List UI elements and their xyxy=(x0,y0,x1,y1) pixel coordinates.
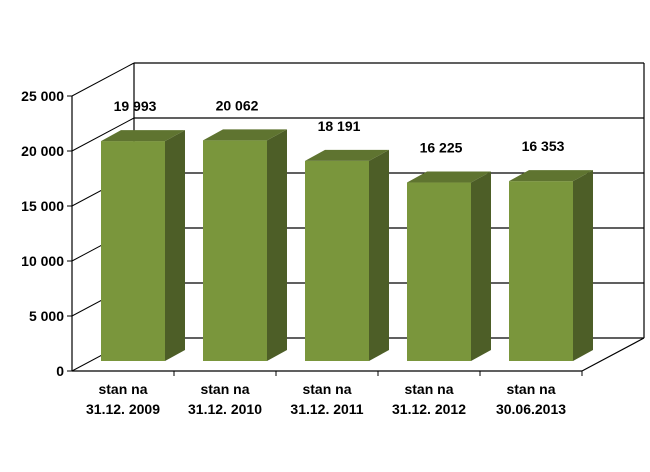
bar-top xyxy=(101,130,185,142)
bar xyxy=(407,182,471,361)
bar-top xyxy=(509,170,593,182)
gridline-side xyxy=(71,62,135,97)
bar xyxy=(101,141,165,361)
bar xyxy=(305,160,369,361)
x-category-label: 31.12. 2009 xyxy=(86,401,160,417)
data-label: 18 191 xyxy=(318,118,361,134)
x-category-label: 31.12. 2010 xyxy=(188,401,262,417)
y-tick-label: 0 xyxy=(56,363,64,379)
y-axis-ticks: 0 5 000 10 000 15 000 20 000 25 000 xyxy=(21,88,72,379)
bar-side xyxy=(165,130,185,361)
y-tick-label: 5 000 xyxy=(29,308,64,324)
bar-side xyxy=(573,170,593,361)
x-category-label: stan na xyxy=(98,381,147,397)
bar xyxy=(203,140,267,361)
x-category-label: stan na xyxy=(302,381,351,397)
bar-side xyxy=(369,149,389,361)
bar-top xyxy=(203,129,287,141)
data-label: 19 993 xyxy=(114,98,157,114)
bars xyxy=(101,129,593,361)
floor-right xyxy=(581,337,645,372)
x-category-label: stan na xyxy=(506,381,555,397)
x-category-label: stan na xyxy=(404,381,453,397)
x-category-label: 30.06.2013 xyxy=(496,401,566,417)
y-tick-label: 25 000 xyxy=(21,88,64,104)
x-category-label: stan na xyxy=(200,381,249,397)
data-label: 16 225 xyxy=(420,140,463,156)
y-tick-label: 10 000 xyxy=(21,253,64,269)
bar-top xyxy=(407,171,491,183)
y-tick-label: 15 000 xyxy=(21,198,64,214)
data-label: 16 353 xyxy=(522,138,565,154)
y-tick-label: 20 000 xyxy=(21,143,64,159)
x-category-label: 31.12. 2011 xyxy=(290,401,363,417)
bar xyxy=(509,181,573,361)
x-axis-categories: stan na 31.12. 2009 stan na 31.12. 2010 stan… xyxy=(86,371,583,417)
data-label: 20 062 xyxy=(216,97,259,113)
bar-side xyxy=(471,171,491,361)
bar-side xyxy=(267,129,287,361)
bar-top xyxy=(305,149,389,161)
gridline-side xyxy=(71,117,135,152)
x-category-label: 31.12. 2012 xyxy=(392,401,466,417)
data-labels: 19 993 20 062 18 191 16 225 16 353 xyxy=(114,97,565,155)
